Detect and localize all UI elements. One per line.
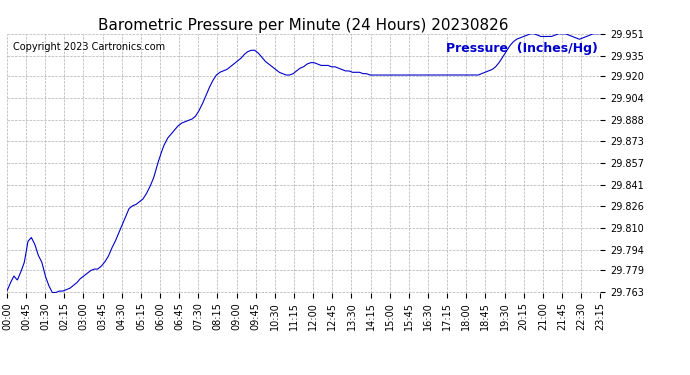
Text: Copyright 2023 Cartronics.com: Copyright 2023 Cartronics.com [13,42,165,51]
Title: Barometric Pressure per Minute (24 Hours) 20230826: Barometric Pressure per Minute (24 Hours… [99,18,509,33]
Text: Pressure  (Inches/Hg): Pressure (Inches/Hg) [446,42,598,54]
